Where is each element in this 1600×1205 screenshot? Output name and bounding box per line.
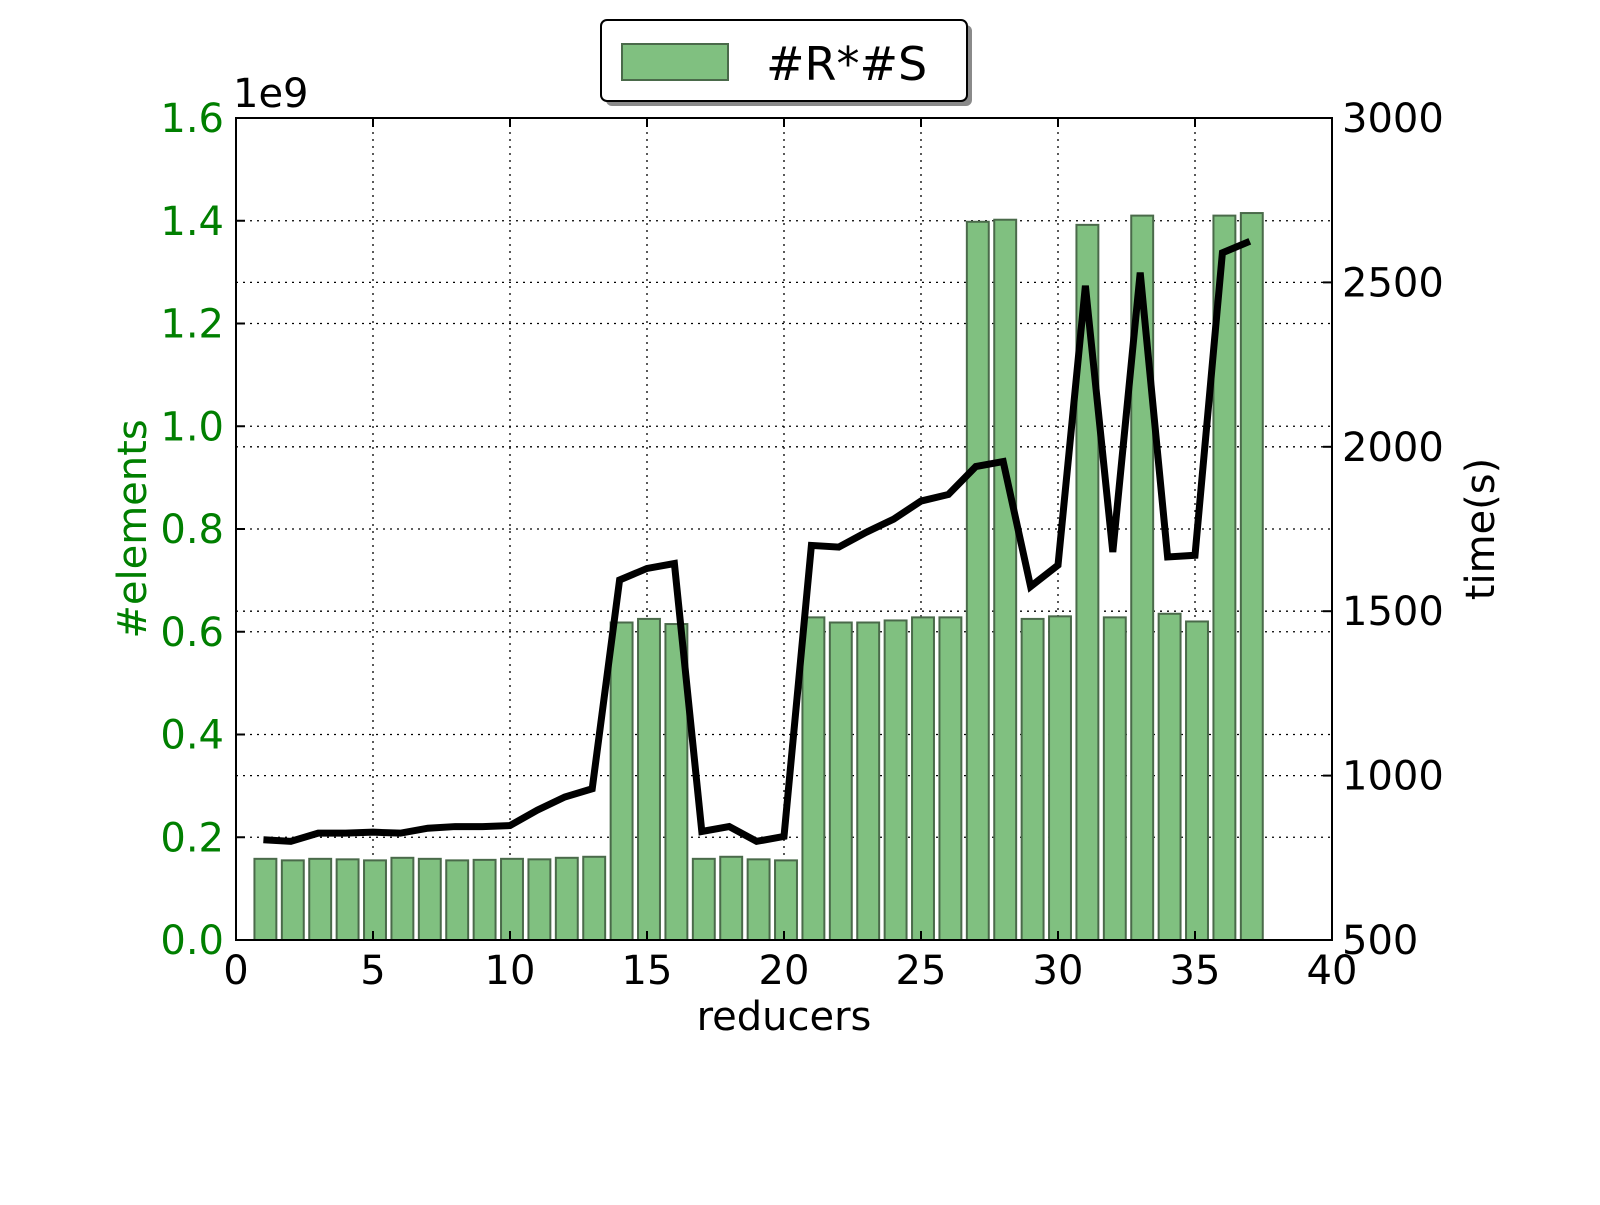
bar bbox=[1102, 616, 1127, 941]
legend-label: #R*#S bbox=[766, 37, 927, 91]
x-axis-label: reducers bbox=[697, 994, 872, 1040]
tick-layer: 0 5 10 15 20 25 30 35 40 0.0 0.2 0.4 0.6 0.8 1.0 1.2 1.4… bbox=[160, 96, 1443, 994]
x-tick-label: 35 bbox=[1170, 948, 1221, 994]
bar bbox=[582, 855, 607, 942]
bar bbox=[774, 859, 798, 942]
x-tick-label: 20 bbox=[759, 948, 810, 994]
y-right-tick-label: 3000 bbox=[1342, 96, 1444, 142]
left-y-axis-label: #elements bbox=[110, 419, 156, 638]
bar bbox=[527, 858, 552, 941]
time-series-line bbox=[263, 238, 1252, 846]
bar bbox=[472, 858, 497, 941]
right-y-axis-label: time(s) bbox=[1458, 458, 1504, 600]
bar bbox=[828, 621, 853, 941]
y-right-tick-label: 500 bbox=[1342, 918, 1418, 964]
legend: #R*#S bbox=[600, 19, 972, 106]
bar bbox=[911, 616, 935, 941]
x-tick-label: 5 bbox=[360, 948, 385, 994]
bar bbox=[554, 856, 579, 941]
bar bbox=[993, 218, 1018, 942]
x-tick-label: 25 bbox=[896, 948, 947, 994]
y-left-tick-label: 0.2 bbox=[160, 815, 224, 861]
y-right-tick-label: 1500 bbox=[1342, 589, 1444, 635]
bar bbox=[637, 617, 661, 941]
bar bbox=[691, 857, 716, 942]
bar bbox=[856, 621, 881, 941]
bar bbox=[280, 859, 305, 942]
y-left-tick-label: 1.0 bbox=[160, 404, 224, 450]
bar bbox=[1239, 212, 1264, 941]
bar bbox=[801, 616, 826, 941]
bar bbox=[253, 857, 278, 942]
bar bbox=[1157, 612, 1182, 941]
bar bbox=[746, 858, 771, 941]
bar bbox=[363, 859, 387, 942]
bar bbox=[965, 220, 990, 941]
bar bbox=[719, 855, 744, 942]
bar bbox=[308, 857, 333, 942]
bar bbox=[1020, 617, 1045, 941]
y-left-tick-label: 1.2 bbox=[160, 302, 224, 348]
y-right-tick-label: 2500 bbox=[1342, 260, 1444, 306]
bar bbox=[500, 857, 524, 942]
bar bbox=[938, 616, 963, 941]
bar bbox=[445, 859, 470, 942]
y-right-tick-label: 1000 bbox=[1342, 754, 1444, 800]
bar bbox=[883, 619, 908, 941]
bar bbox=[1048, 615, 1072, 942]
y-left-tick-label: 1.6 bbox=[160, 96, 224, 142]
y-left-tick-label: 0.4 bbox=[160, 713, 224, 759]
x-tick-label: 30 bbox=[1033, 948, 1084, 994]
bar bbox=[335, 858, 360, 941]
x-tick-label: 40 bbox=[1307, 948, 1358, 994]
bar bbox=[609, 621, 634, 941]
y-left-tick-label: 0.8 bbox=[160, 507, 224, 553]
y-left-tick-label: 1.4 bbox=[160, 199, 224, 245]
y-left-tick-label: 0.6 bbox=[160, 610, 224, 656]
bar bbox=[390, 856, 415, 941]
bar bbox=[417, 857, 442, 942]
line-layer bbox=[263, 238, 1252, 846]
grid-layer bbox=[236, 118, 1332, 940]
legend-swatch bbox=[621, 43, 729, 81]
x-tick-label: 15 bbox=[622, 948, 673, 994]
y-left-tick-label: 0.0 bbox=[160, 918, 224, 964]
left-axis-offset-label: 1e9 bbox=[233, 71, 309, 117]
y-right-tick-label: 2000 bbox=[1342, 425, 1444, 471]
bar bbox=[1185, 620, 1209, 941]
x-tick-label: 0 bbox=[223, 948, 248, 994]
x-tick-label: 10 bbox=[485, 948, 536, 994]
